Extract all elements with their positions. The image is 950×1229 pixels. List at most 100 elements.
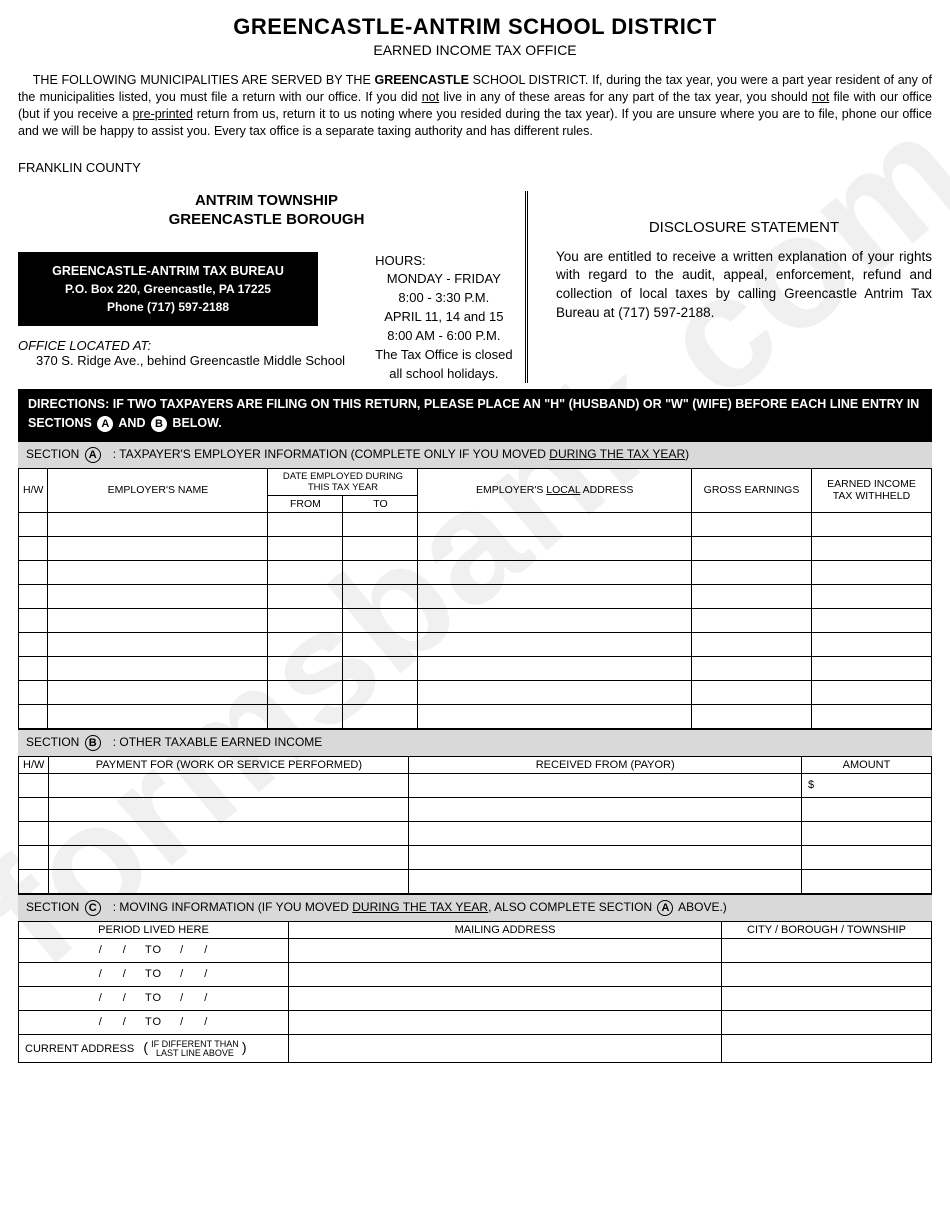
hours-line: The Tax Office is closed bbox=[375, 346, 513, 365]
section-desc: ABOVE.) bbox=[675, 900, 726, 914]
th-withheld: EARNED INCOMETAX WITHHELD bbox=[812, 468, 932, 512]
section-desc-underline: DURING THE TAX YEAR bbox=[352, 900, 488, 914]
bureau-phone: Phone (717) 597-2188 bbox=[26, 298, 310, 316]
section-c-bar: SECTION C : MOVING INFORMATION (IF YOU M… bbox=[18, 894, 932, 921]
table-row[interactable]: // TO // bbox=[19, 1010, 932, 1034]
hours-line: 8:00 AM - 6:00 P.M. bbox=[375, 327, 513, 346]
township-line: ANTRIM TOWNSHIP bbox=[18, 191, 515, 211]
th-employer-name: EMPLOYER'S NAME bbox=[48, 468, 268, 512]
th-text: EMPLOYER'S bbox=[476, 484, 546, 496]
th-to: TO bbox=[343, 495, 418, 512]
directions-lead: DIRECTIONS: bbox=[28, 397, 109, 411]
hours-line: 8:00 - 3:30 P.M. bbox=[375, 289, 513, 308]
circle-c-icon: C bbox=[85, 900, 101, 916]
office-address: 370 S. Ridge Ave., behind Greencastle Mi… bbox=[36, 353, 345, 368]
page: GREENCASTLE-ANTRIM SCHOOL DISTRICT EARNE… bbox=[0, 0, 950, 1077]
th-city: CITY / BOROUGH / TOWNSHIP bbox=[722, 921, 932, 938]
table-row[interactable] bbox=[19, 680, 932, 704]
current-address-row[interactable]: CURRENT ADDRESS ( IF DIFFERENT THANLAST … bbox=[19, 1034, 932, 1062]
table-row[interactable]: // TO // bbox=[19, 986, 932, 1010]
page-title: GREENCASTLE-ANTRIM SCHOOL DISTRICT bbox=[18, 14, 932, 40]
left-column: ANTRIM TOWNSHIP GREENCASTLE BOROUGH GREE… bbox=[18, 191, 515, 384]
township-block: ANTRIM TOWNSHIP GREENCASTLE BOROUGH bbox=[18, 191, 515, 230]
info-row: ANTRIM TOWNSHIP GREENCASTLE BOROUGH GREE… bbox=[18, 191, 932, 384]
bureau-box-wrap: GREENCASTLE-ANTRIM TAX BUREAU P.O. Box 2… bbox=[18, 252, 345, 369]
intro-underline: pre-printed bbox=[132, 107, 192, 121]
circle-b-icon: B bbox=[85, 735, 101, 751]
township-line: GREENCASTLE BOROUGH bbox=[18, 210, 515, 230]
circle-a-icon: A bbox=[97, 416, 113, 432]
table-row[interactable] bbox=[19, 656, 932, 680]
table-row[interactable]: $ bbox=[19, 773, 932, 797]
circle-a-icon: A bbox=[657, 900, 673, 916]
bureau-pobox: P.O. Box 220, Greencastle, PA 17225 bbox=[26, 280, 310, 298]
th-text: EARNED INCOME bbox=[827, 478, 916, 490]
page-subtitle: EARNED INCOME TAX OFFICE bbox=[18, 42, 932, 58]
th-text: ADDRESS bbox=[580, 484, 633, 496]
disclosure-body: You are entitled to receive a written ex… bbox=[556, 248, 932, 324]
th-gross: GROSS EARNINGS bbox=[692, 468, 812, 512]
bureau-name: GREENCASTLE-ANTRIM TAX BUREAU bbox=[26, 262, 310, 281]
intro-paragraph: THE FOLLOWING MUNICIPALITIES ARE SERVED … bbox=[18, 72, 932, 140]
disclosure-heading: DISCLOSURE STATEMENT bbox=[556, 219, 932, 236]
bureau-box: GREENCASTLE-ANTRIM TAX BUREAU P.O. Box 2… bbox=[18, 252, 318, 327]
section-desc: ) bbox=[685, 447, 689, 461]
table-row[interactable] bbox=[19, 512, 932, 536]
directions-text: AND bbox=[115, 416, 149, 430]
section-b-bar: SECTION B : OTHER TAXABLE EARNED INCOME bbox=[18, 729, 932, 756]
table-row[interactable] bbox=[19, 797, 932, 821]
intro-text: THE FOLLOWING MUNICIPALITIES ARE SERVED … bbox=[33, 73, 375, 87]
section-desc-underline: DURING THE TAX YEAR bbox=[549, 447, 685, 461]
section-desc: : OTHER TAXABLE EARNED INCOME bbox=[113, 735, 323, 749]
section-label: SECTION bbox=[26, 447, 79, 461]
county-label: FRANKLIN COUNTY bbox=[18, 160, 932, 175]
th-text: TAX WITHHELD bbox=[833, 490, 910, 502]
section-desc: : TAXPAYER'S EMPLOYER INFORMATION (COMPL… bbox=[113, 447, 550, 461]
hours-block: HOURS: MONDAY - FRIDAY 8:00 - 3:30 P.M. … bbox=[375, 252, 513, 384]
th-employer-address: EMPLOYER'S LOCAL ADDRESS bbox=[418, 468, 692, 512]
table-row[interactable] bbox=[19, 845, 932, 869]
table-row[interactable] bbox=[19, 869, 932, 893]
hours-label: HOURS: bbox=[375, 252, 513, 271]
th-from: FROM bbox=[268, 495, 343, 512]
section-a-bar: SECTION A : TAXPAYER'S EMPLOYER INFORMAT… bbox=[18, 441, 932, 468]
table-row[interactable] bbox=[19, 608, 932, 632]
table-row[interactable]: // TO // bbox=[19, 962, 932, 986]
th-hw: H/W bbox=[19, 468, 48, 512]
circle-b-icon: B bbox=[151, 416, 167, 432]
right-column: DISCLOSURE STATEMENT You are entitled to… bbox=[525, 191, 932, 384]
intro-bold: GREENCASTLE bbox=[375, 73, 469, 87]
section-desc: : MOVING INFORMATION (IF YOU MOVED bbox=[113, 900, 353, 914]
table-row[interactable] bbox=[19, 704, 932, 728]
hours-line: MONDAY - FRIDAY bbox=[375, 270, 513, 289]
section-label: SECTION bbox=[26, 900, 79, 914]
directions-text: BELOW. bbox=[169, 416, 222, 430]
hours-line: all school holidays. bbox=[375, 365, 513, 384]
th-mailing-address: MAILING ADDRESS bbox=[289, 921, 722, 938]
th-received-from: RECEIVED FROM (PAYOR) bbox=[409, 756, 802, 773]
table-row[interactable] bbox=[19, 821, 932, 845]
table-row[interactable] bbox=[19, 584, 932, 608]
table-row[interactable]: // TO // bbox=[19, 938, 932, 962]
intro-text: live in any of these areas for any part … bbox=[439, 90, 812, 104]
table-row[interactable] bbox=[19, 536, 932, 560]
table-section-c: PERIOD LIVED HERE MAILING ADDRESS CITY /… bbox=[18, 921, 932, 1063]
th-underline: LOCAL bbox=[546, 484, 580, 496]
intro-underline: not bbox=[422, 90, 439, 104]
circle-a-icon: A bbox=[85, 447, 101, 463]
table-section-b: H/W PAYMENT FOR (WORK OR SERVICE PERFORM… bbox=[18, 756, 932, 894]
section-desc: , ALSO COMPLETE SECTION bbox=[488, 900, 655, 914]
table-row[interactable] bbox=[19, 632, 932, 656]
th-date-employed: DATE EMPLOYED DURING THIS TAX YEAR bbox=[268, 468, 418, 495]
th-hw: H/W bbox=[19, 756, 49, 773]
directions-bar: DIRECTIONS: IF TWO TAXPAYERS ARE FILING … bbox=[18, 389, 932, 441]
th-amount: AMOUNT bbox=[802, 756, 932, 773]
hours-line: APRIL 11, 14 and 15 bbox=[375, 308, 513, 327]
table-row[interactable] bbox=[19, 560, 932, 584]
table-section-a: H/W EMPLOYER'S NAME DATE EMPLOYED DURING… bbox=[18, 468, 932, 729]
th-period: PERIOD LIVED HERE bbox=[19, 921, 289, 938]
th-payment-for: PAYMENT FOR (WORK OR SERVICE PERFORMED) bbox=[49, 756, 409, 773]
section-label: SECTION bbox=[26, 735, 79, 749]
intro-underline: not bbox=[812, 90, 829, 104]
office-located-label: OFFICE LOCATED AT: bbox=[18, 338, 345, 353]
